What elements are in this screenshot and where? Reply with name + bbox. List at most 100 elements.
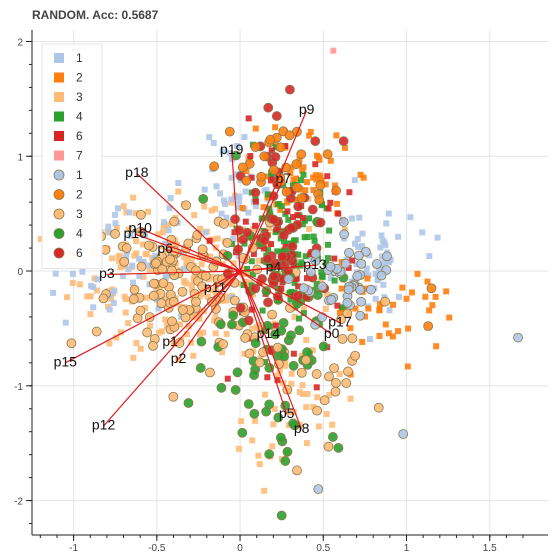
data-point-square	[175, 356, 182, 363]
vector-label: p4	[266, 258, 282, 274]
data-point-square	[241, 350, 248, 357]
data-point-circle	[292, 465, 302, 476]
data-point-square	[355, 243, 362, 250]
legend-item-square-2[interactable]: 2	[54, 71, 83, 85]
data-point-square	[389, 301, 396, 308]
data-point-square	[170, 340, 177, 347]
data-point-square	[87, 293, 94, 300]
vector-line	[177, 270, 241, 360]
data-point-square	[366, 252, 373, 259]
data-point-circle	[243, 315, 254, 326]
data-point-circle	[317, 281, 328, 292]
data-point-square	[306, 215, 313, 222]
legend-square-icon	[54, 111, 64, 122]
data-point-square	[167, 194, 174, 201]
data-point-square	[64, 294, 71, 301]
data-point-square	[168, 241, 175, 248]
data-point-square	[339, 304, 346, 311]
data-point-square	[403, 295, 410, 302]
data-point-square	[434, 234, 441, 241]
data-point-square	[191, 212, 198, 219]
data-point-square	[345, 264, 352, 271]
data-point-circle	[205, 367, 215, 378]
data-point-square	[76, 281, 83, 288]
legend-label: 3	[76, 90, 83, 104]
data-point-square	[125, 320, 132, 327]
data-point-square	[385, 330, 392, 337]
data-point-square	[290, 237, 297, 244]
data-point-circle	[333, 442, 344, 453]
legend-item-circle-1[interactable]: 1	[53, 168, 83, 182]
data-point-circle	[281, 186, 292, 197]
data-point-square	[382, 321, 389, 328]
legend-item-square-4[interactable]: 4	[54, 110, 83, 124]
data-point-square	[241, 266, 248, 273]
data-point-circle	[270, 152, 281, 162]
data-point-square	[446, 314, 453, 321]
data-point-square	[223, 330, 230, 337]
data-point-square	[197, 225, 204, 232]
data-point-square	[160, 223, 167, 230]
vector-line	[239, 270, 341, 324]
data-point-circle	[344, 247, 354, 258]
legend-square-icon	[54, 131, 64, 141]
data-point-square	[269, 443, 276, 450]
y-tick-label: -1	[14, 382, 23, 393]
data-point-circle	[142, 327, 153, 338]
data-point-square	[338, 285, 345, 292]
data-point-square	[360, 174, 367, 181]
data-point-square	[206, 134, 213, 141]
data-point-square	[133, 238, 140, 245]
data-point-square	[69, 271, 76, 278]
data-point-square	[223, 214, 230, 221]
data-point-circle	[286, 330, 296, 341]
data-point-square	[208, 207, 215, 214]
data-point-square	[316, 172, 323, 179]
legend-item-circle-3[interactable]: 3	[53, 207, 83, 221]
data-point-square	[358, 243, 365, 250]
data-point-square	[90, 304, 97, 311]
data-point-square	[323, 411, 330, 418]
legend-item-square-3[interactable]: 3	[54, 90, 83, 104]
data-point-square	[293, 175, 300, 182]
legend-item-circle-6[interactable]: 6	[53, 246, 83, 260]
legend-label: 2	[76, 188, 83, 202]
data-point-square	[162, 240, 169, 247]
data-point-square	[261, 328, 268, 335]
data-point-circle	[371, 259, 382, 269]
data-point-square	[281, 362, 288, 369]
legend-item-square-7[interactable]: 7	[54, 149, 83, 163]
legend-item-circle-4[interactable]: 4	[53, 227, 83, 241]
data-point-circle	[352, 271, 363, 281]
data-point-square	[353, 261, 360, 268]
legend-item-square-1[interactable]: 1	[54, 51, 83, 65]
data-point-square	[272, 140, 279, 147]
data-point-square	[327, 199, 334, 206]
data-point-square	[256, 280, 263, 287]
data-point-square	[156, 329, 163, 336]
vector-line	[169, 270, 241, 343]
data-point-square	[164, 248, 171, 255]
data-point-square	[162, 316, 169, 323]
data-point-circle	[148, 340, 158, 351]
data-point-square	[408, 289, 415, 296]
legend-circle-icon	[53, 247, 65, 259]
data-point-square	[303, 440, 310, 447]
data-point-circle	[291, 159, 302, 170]
data-point-square	[120, 203, 127, 210]
data-point-circle	[206, 296, 217, 307]
legend-item-square-6[interactable]: 6	[54, 129, 83, 143]
data-point-square	[351, 240, 358, 247]
data-point-circle	[331, 378, 341, 388]
data-point-circle	[331, 185, 342, 196]
data-point-circle	[337, 333, 348, 344]
data-point-square	[288, 164, 295, 171]
data-point-square	[302, 187, 309, 194]
data-point-square	[122, 296, 129, 303]
legend-item-circle-2[interactable]: 2	[53, 188, 83, 202]
data-point-square	[261, 391, 268, 398]
data-point-square	[275, 201, 282, 208]
data-point-square	[298, 259, 305, 266]
legend[interactable]: 1 2 3 4 6 7 1 2 3 4 6	[41, 43, 103, 269]
data-point-circle	[149, 278, 159, 289]
